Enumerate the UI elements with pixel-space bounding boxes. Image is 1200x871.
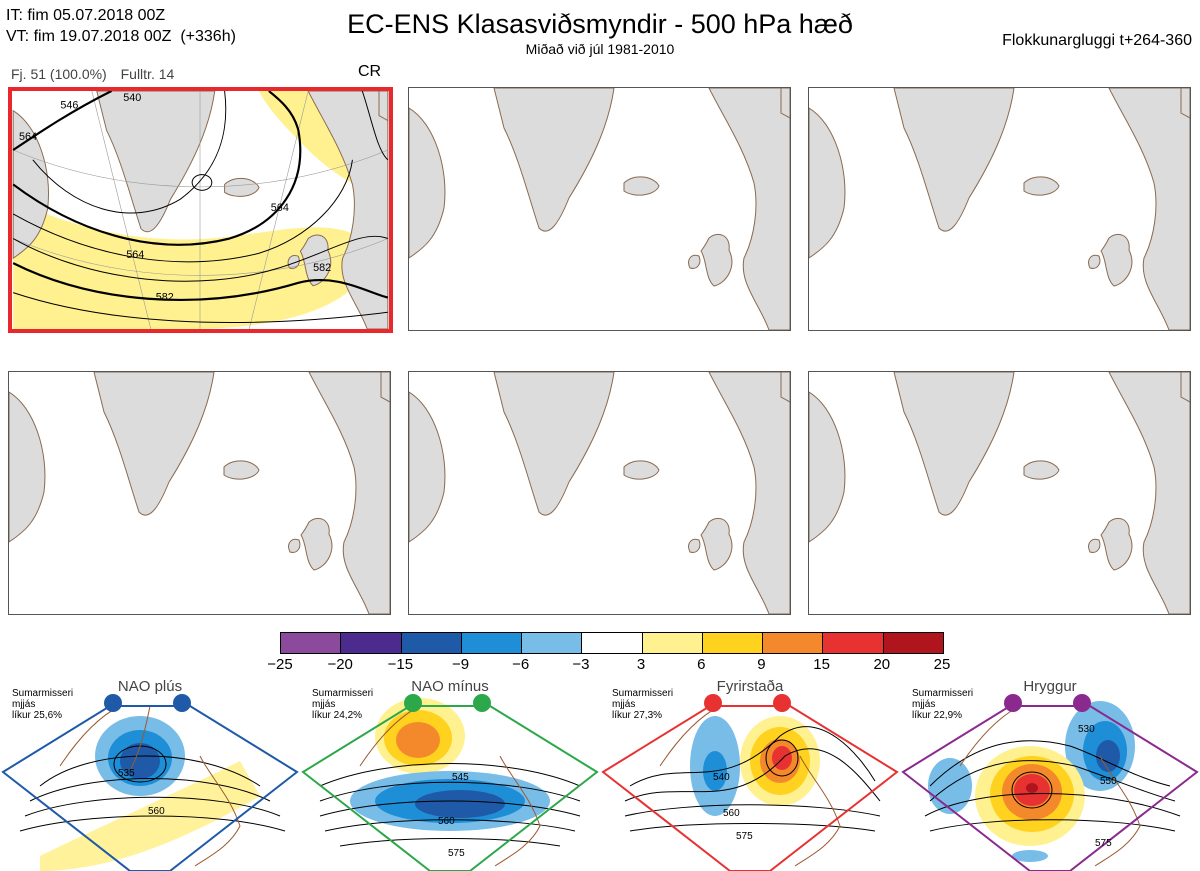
map-panel-4[interactable] <box>8 371 391 615</box>
regime-marker-dot <box>1004 694 1022 712</box>
classification-window: Flokkunargluggi t+264-360 <box>1002 32 1192 49</box>
map-panel-2[interactable] <box>408 87 791 331</box>
colorbar-swatch <box>401 633 462 653</box>
regime-marker-dot <box>704 694 722 712</box>
colorbar-tick-label: 9 <box>757 656 766 673</box>
regime-marker-dot <box>1073 694 1091 712</box>
regime-contour-label: 575 <box>448 848 465 859</box>
colorbar-tick-label: −9 <box>451 656 470 673</box>
colorbar-tick-label: 15 <box>813 656 830 673</box>
regime-nao-plus[interactable]: 535 560 NAO plús Sumarmisseri mjjás líkur 2… <box>0 676 300 871</box>
regime-title: NAO mínus <box>411 678 489 695</box>
colorbar-tick-label: −15 <box>387 656 414 673</box>
colorbar-tick-label: 25 <box>933 656 951 673</box>
regime-contour-label: 550 <box>1100 776 1117 787</box>
map-panel-5[interactable] <box>408 371 791 615</box>
colorbar <box>280 632 944 654</box>
colorbar-swatch <box>341 633 402 653</box>
colorbar-swatch <box>702 633 764 653</box>
contour-label: 582 <box>156 291 174 303</box>
contour-label: 564 <box>271 202 289 214</box>
regime-ridge[interactable]: 530 550 575 Hryggur Sumarmisseri mjjás líkur… <box>900 676 1200 871</box>
regime-contour-label: 575 <box>1095 838 1112 849</box>
colorbar-tick-label: 6 <box>697 656 706 673</box>
contour-label: 582 <box>313 262 331 274</box>
colorbar-tick-label: −3 <box>572 656 590 673</box>
regime-contour-label: 560 <box>438 816 455 827</box>
colorbar-swatch <box>461 633 523 653</box>
contour-label: 546 <box>60 100 78 112</box>
regime-contour-label: 545 <box>452 772 469 783</box>
regime-marker-dot <box>404 694 422 712</box>
regime-blocking[interactable]: 540 560 575 Fyrirstaða Sumarmisseri mjjás lí… <box>600 676 900 871</box>
colorbar-swatch <box>582 633 643 653</box>
regime-marker-dot <box>473 694 491 712</box>
colorbar-tick-label: 20 <box>873 656 891 673</box>
regime-contour-label: 560 <box>148 806 165 817</box>
regime-info: Sumarmisseri mjjás líkur 24,2% <box>312 688 374 721</box>
regime-title: Fyrirstaða <box>716 678 784 695</box>
regime-info: Sumarmisseri mjjás líkur 27,3% <box>612 688 674 721</box>
cluster-count: Fj. 51 (100.0%) <box>11 66 107 82</box>
regime-contour-label: 560 <box>723 808 740 819</box>
cluster-regime-code: CR <box>358 63 382 80</box>
regime-contour-label: 535 <box>118 768 135 779</box>
valid-time: VT: fim 19.07.2018 00Z (+336h) <box>6 28 236 45</box>
page-title: EC-ENS Klasasviðsmyndir - 500 hPa hæð <box>347 9 853 39</box>
height-contours <box>12 91 389 324</box>
map-panel-3[interactable] <box>808 87 1191 331</box>
regime-contour-label: 530 <box>1078 724 1095 735</box>
header-times: IT: fim 05.07.2018 00Z VT: fim 19.07.201… <box>6 5 236 47</box>
colorbar-tick-label: −6 <box>512 656 530 673</box>
regime-nao-minus[interactable]: 545 560 575 NAO mínus Sumarmisseri mjjás lík… <box>300 676 600 871</box>
regime-marker-dot <box>773 694 791 712</box>
colorbar-swatch <box>281 633 342 653</box>
regime-title: NAO plús <box>117 678 183 695</box>
colorbar-swatch <box>642 633 703 653</box>
regime-contour-label: 575 <box>736 831 753 842</box>
initial-time: IT: fim 05.07.2018 00Z <box>6 7 166 24</box>
contour-labels: 564 546 564 582 564 582 540 <box>19 92 331 304</box>
colorbar-swatch <box>522 633 583 653</box>
regime-contour-label: 540 <box>713 772 730 783</box>
page-subtitle: Miðað við júl 1981-2010 <box>525 41 675 57</box>
colorbar-swatch <box>823 633 884 653</box>
colorbar-swatch <box>763 633 824 653</box>
regime-title: Hryggur <box>1023 678 1077 695</box>
regime-marker-dot <box>173 694 191 712</box>
contour-label: 564 <box>126 249 144 261</box>
colorbar-swatch <box>883 633 943 653</box>
colorbar-labels: −25 −20 −15 −9 −6 −3 3 6 9 15 20 25 <box>267 656 950 676</box>
map-panel-main[interactable]: 564 546 564 582 564 582 540 <box>8 87 393 333</box>
colorbar-tick-label: 3 <box>636 656 646 673</box>
regime-info: Sumarmisseri mjjás líkur 22,9% <box>912 688 974 721</box>
contour-label: 540 <box>123 92 141 104</box>
cluster-info: Fj. 51 (100.0%) Fulltr. 14 <box>11 66 184 82</box>
contour-label: 564 <box>19 131 37 143</box>
regime-marker-dot <box>104 694 122 712</box>
regime-info: Sumarmisseri mjjás líkur 25,6% <box>12 688 74 721</box>
map-panel-6[interactable] <box>808 371 1191 615</box>
colorbar-tick-label: −25 <box>267 656 293 673</box>
positive-anomaly-south <box>13 199 353 329</box>
cluster-representative: Fulltr. 14 <box>120 66 175 82</box>
colorbar-tick-label: −20 <box>327 656 353 673</box>
main-map-svg: 564 546 564 582 564 582 540 <box>12 91 389 329</box>
